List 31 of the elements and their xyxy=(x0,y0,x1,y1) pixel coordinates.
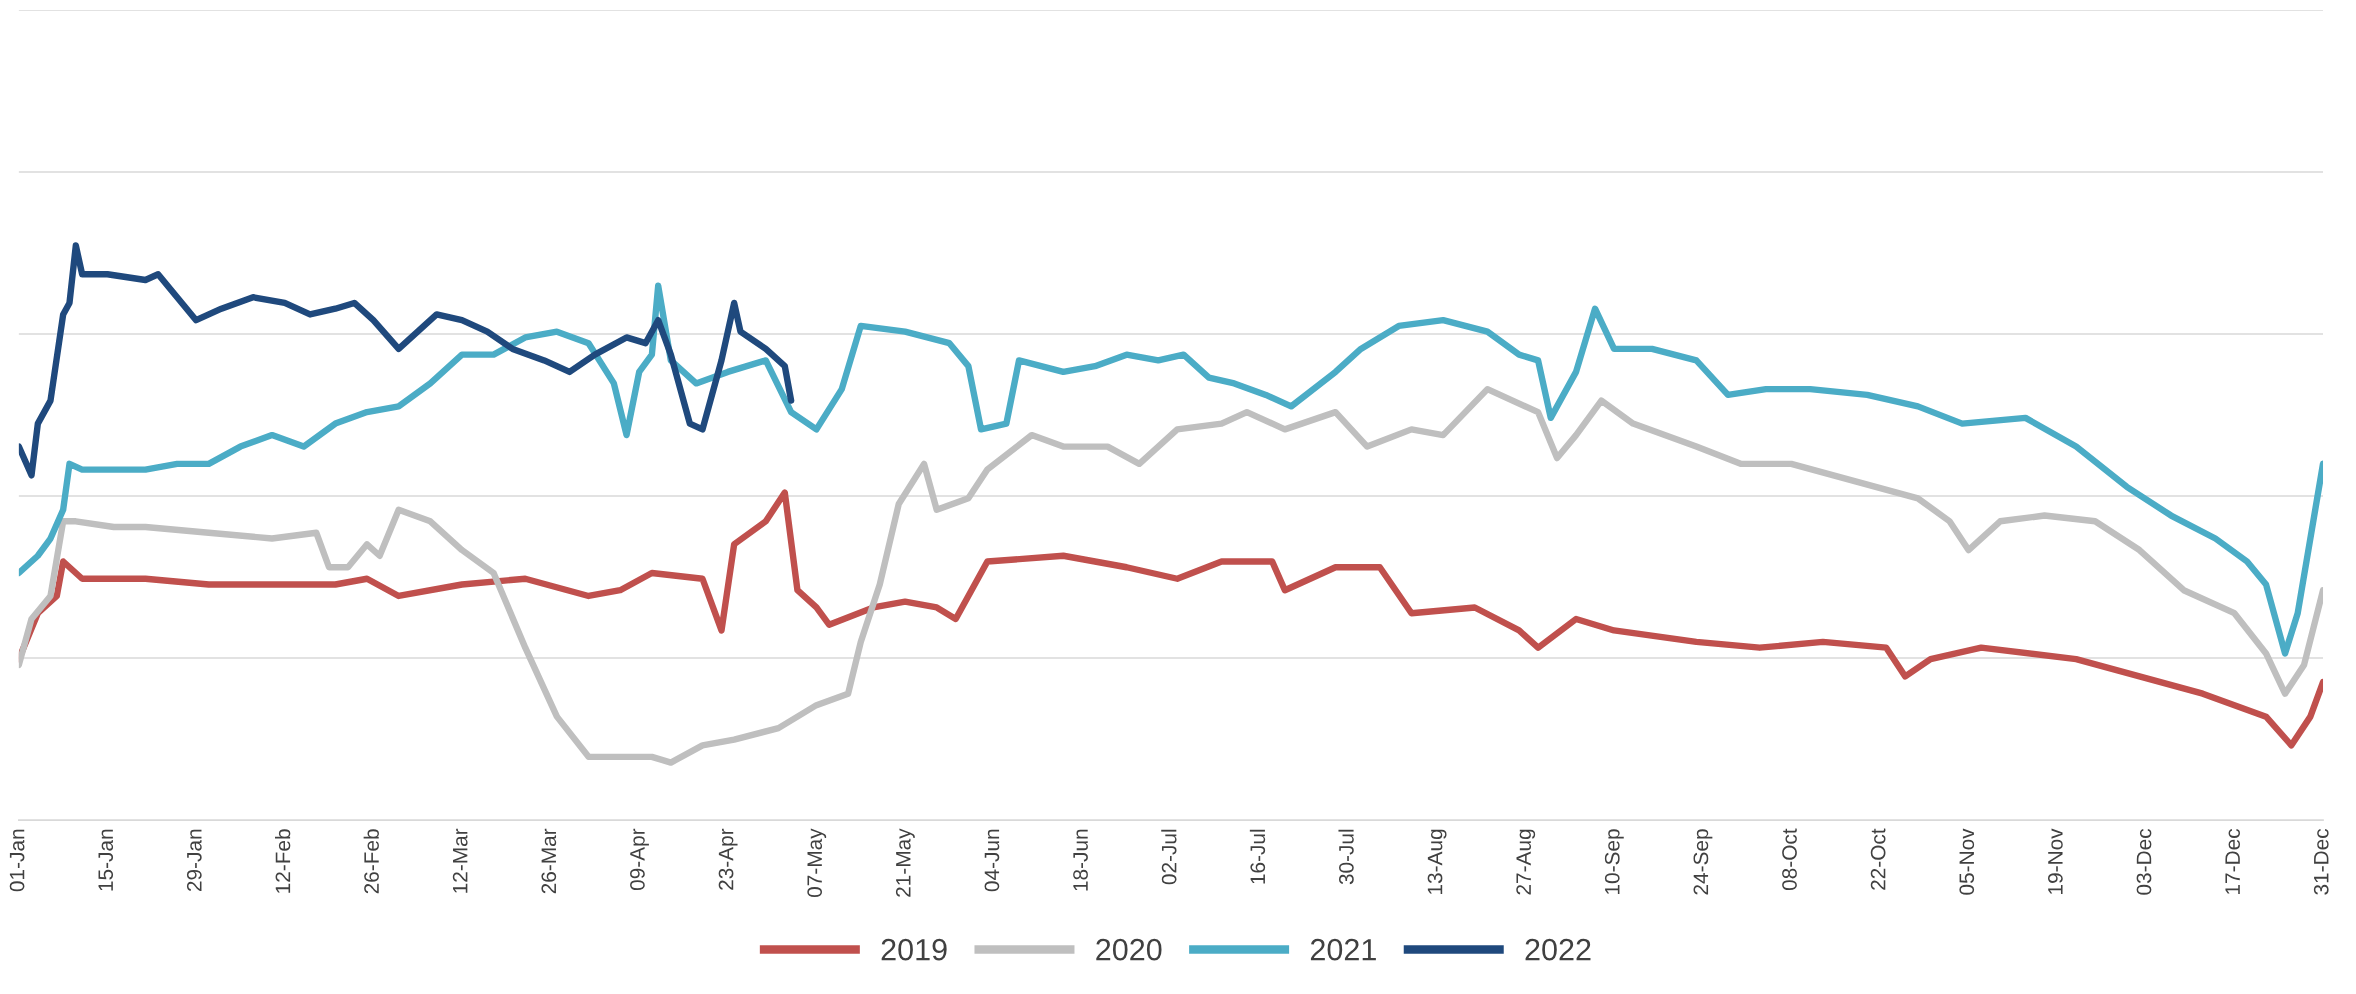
x-tick-label: 09-Apr xyxy=(630,828,649,891)
x-tick-label: 26-Feb xyxy=(363,829,379,894)
x-tick-label: 03-Dec xyxy=(2136,828,2152,895)
x-tick-label: 27-Aug xyxy=(1516,829,1536,895)
x-tick-label: 04-Jun xyxy=(984,829,1000,892)
x-tick-label: 24-Sep xyxy=(1693,829,1713,895)
x-tick-label: 19-Nov xyxy=(2047,828,2063,894)
x-tick-label: 12-Feb xyxy=(275,829,291,893)
x-tick-label: 13-Aug xyxy=(1427,829,1447,894)
x-tick-label: 02-Jul xyxy=(1161,829,1177,885)
x-tick-label: 08-Oct xyxy=(1782,828,1797,891)
x-tick-label: 16-Jul xyxy=(1249,829,1266,884)
x-tick-label: 07-May xyxy=(807,828,827,898)
legend-label: 2022 xyxy=(1525,938,1591,961)
x-tick-label: 10-Sep xyxy=(1604,829,1624,894)
x-tick-label: 29-Jan xyxy=(186,829,202,892)
legend-label: 2020 xyxy=(1096,938,1162,961)
legend-label: 2021 xyxy=(1310,938,1376,961)
x-tick-label: 12-Mar xyxy=(452,828,468,893)
x-tick-label: 26-Mar xyxy=(541,828,557,894)
x-tick-label: 23-Apr xyxy=(718,828,738,890)
x-tick-label: 21-May xyxy=(895,828,915,897)
x-tick-label: 17-Dec xyxy=(2225,828,2240,894)
x-tick-label: 01-Jan xyxy=(9,829,25,892)
x-tick-label: 22-Oct xyxy=(1870,828,1886,890)
x-tick-label: 18-Jun xyxy=(1073,829,1088,891)
x-tick-label: 30-Jul xyxy=(1338,829,1354,885)
x-tick-label: 15-Jan xyxy=(98,829,114,891)
x-tick-label: 05-Nov xyxy=(1959,828,1975,895)
x-tick-label: 31-Dec xyxy=(2313,828,2329,895)
legend-label: 2019 xyxy=(881,938,947,961)
